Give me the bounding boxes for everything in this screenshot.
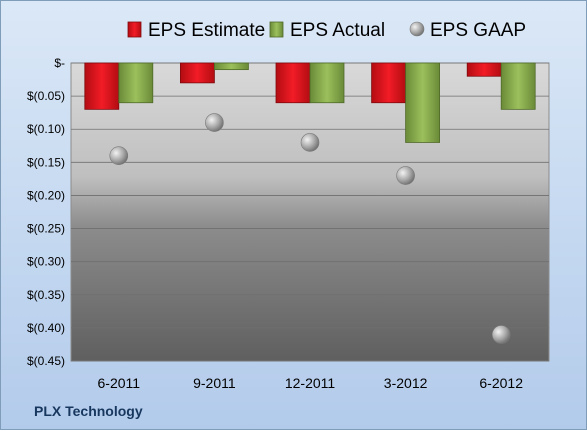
legend-label: EPS GAAP [430, 20, 526, 41]
bar-eps-actual [309, 62, 345, 104]
bar-eps-estimate [466, 62, 502, 77]
legend-swatch [269, 21, 284, 38]
y-tick-label: $(0.10) [27, 122, 65, 136]
x-tick-label: 12-2011 [285, 375, 336, 391]
marker-eps-gaap [205, 113, 224, 132]
bar-eps-actual [118, 62, 154, 104]
bar-eps-actual [405, 62, 441, 143]
company-label: PLX Technology [34, 403, 143, 419]
x-tick-label: 3-2012 [384, 375, 428, 391]
legend-swatch [127, 21, 142, 38]
marker-eps-gaap [491, 325, 511, 344]
y-tick-label: $(0.25) [27, 222, 65, 236]
y-tick-label: $(0.40) [27, 321, 65, 335]
y-tick-label: $(0.20) [27, 188, 65, 202]
legend-label: EPS Estimate [148, 20, 265, 41]
legend-label: EPS Actual [290, 20, 385, 41]
y-tick-label: $(0.05) [27, 89, 65, 103]
legend-swatch [409, 21, 425, 37]
bar-eps-estimate [275, 62, 311, 104]
x-tick-label: 6-2011 [98, 375, 141, 391]
marker-eps-gaap [300, 133, 320, 152]
y-tick-label: $(0.30) [27, 255, 65, 269]
y-tick-label: $(0.35) [27, 288, 65, 302]
marker-eps-gaap [396, 166, 415, 185]
y-tick-label: $- [54, 56, 65, 70]
x-tick-label: 6-2012 [479, 375, 523, 391]
y-tick-label: $(0.45) [27, 354, 65, 368]
bar-eps-estimate [371, 62, 407, 104]
bar-eps-estimate [179, 62, 215, 84]
x-tick-label: 9-2011 [193, 375, 236, 391]
marker-eps-gaap [109, 146, 129, 166]
bar-eps-actual [500, 62, 536, 110]
plot-area [70, 62, 550, 362]
bar-eps-estimate [84, 62, 120, 110]
y-tick-label: $(0.15) [27, 155, 65, 169]
bar-eps-actual [213, 62, 249, 71]
